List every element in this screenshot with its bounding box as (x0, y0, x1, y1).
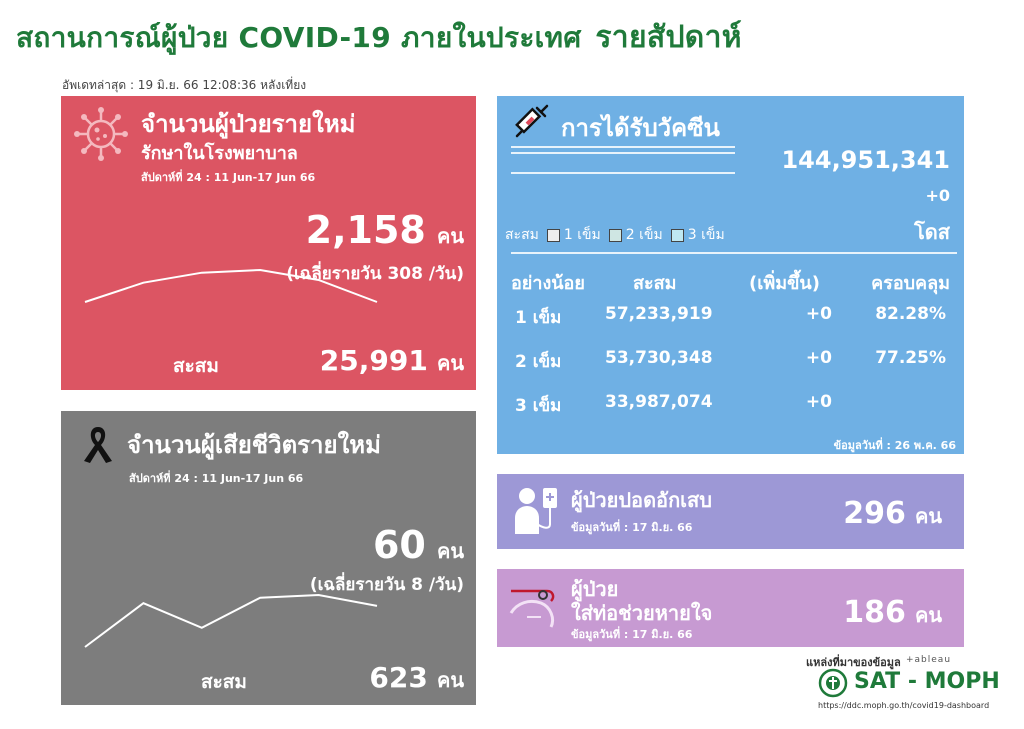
new-cases-cumulative: 25,991 คน (320, 344, 464, 379)
new-cases-value: 2,158 (305, 208, 426, 252)
divider (511, 152, 735, 154)
deaths-daily-average: (เฉลี่ยรายวัน 8 /วัน) (309, 575, 464, 595)
black-ribbon-icon (84, 427, 112, 463)
page-title-main: สถานการณ์ผู้ป่วย COVID-19 ภายในประเทศ (16, 21, 582, 54)
new-cases-trend-line (84, 268, 378, 303)
pneumonia-count: 296 คน (843, 496, 942, 532)
source-url[interactable]: https://ddc.moph.go.th/covid19-dashboard (818, 701, 990, 710)
pneumonia-title: ผู้ป่วยปอดอักเสบ (571, 488, 712, 512)
ventilator-as-of: ข้อมูลวันที่ : 17 มิ.ย. 66 (571, 628, 693, 641)
new-cases-week: สัปดาห์ที่ 24 : 11 Jun-17 Jun 66 (141, 171, 316, 184)
new-cases-cumulative-value: 25,991 (319, 344, 428, 377)
moph-seal-icon (818, 668, 848, 698)
deaths-value: 60 (372, 523, 426, 567)
new-cases-panel[interactable]: จำนวนผู้ป่วยรายใหม่ รักษาในโรงพยาบาล สัป… (61, 96, 476, 390)
ventilator-icon (509, 589, 555, 628)
vaccination-total: 144,951,341 (781, 146, 950, 174)
deaths-cumulative-value: 623 (369, 661, 428, 694)
legend-swatch-3-dose (670, 228, 684, 242)
patient-iv-icon (515, 488, 557, 534)
vaccination-as-of: ข้อมูลวันที่ : 26 พ.ค. 66 (833, 439, 956, 452)
new-cases-daily-average: (เฉลี่ยรายวัน 308 /วัน) (286, 264, 464, 284)
row-3-dose: 3 เข็ม (515, 396, 562, 416)
tableau-logo: +ableau (906, 655, 952, 665)
new-cases-cumulative-label: สะสม (173, 355, 219, 377)
col-header-cumulative: สะสม (633, 273, 677, 294)
new-cases-title: จำนวนผู้ป่วยรายใหม่ (141, 110, 356, 138)
new-cases-trend (84, 268, 378, 303)
deaths-title: จำนวนผู้เสียชีวิตรายใหม่ (127, 431, 381, 459)
vaccination-title: การได้รับวัคซีน (561, 114, 720, 142)
last-updated: อัพเดทล่าสุด : 19 มิ.ย. 66 12:08:36 หลัง… (62, 78, 307, 92)
pneumonia-unit: คน (914, 504, 942, 528)
divider (511, 172, 735, 174)
deaths-weekly-total: 60 คน (373, 523, 464, 567)
legend-1-dose: 1 เข็ม (563, 227, 601, 243)
ventilator-title-line1: ผู้ป่วย (571, 577, 619, 601)
vaccination-unit: โดส (914, 220, 950, 244)
divider (511, 146, 735, 148)
page-title: สถานการณ์ผู้ป่วย COVID-19 ภายในประเทศ ราย… (16, 14, 742, 61)
deaths-cumulative: 623 คน (369, 661, 464, 696)
new-cases-unit: คน (436, 224, 464, 248)
syringe-icon (515, 104, 549, 138)
page-title-weekly: รายสัปดาห์ (595, 20, 742, 55)
row-2-coverage: 77.25% (875, 348, 946, 368)
pneumonia-value: 296 (843, 496, 906, 531)
row-1-coverage: 82.28% (875, 304, 946, 324)
pneumonia-panel[interactable]: ผู้ป่วยปอดอักเสบ ข้อมูลวันที่ : 17 มิ.ย.… (497, 474, 964, 549)
col-header-at-least: อย่างน้อย (511, 273, 585, 294)
sat-moph-brand: SAT - MOPH (854, 669, 1000, 694)
legend-swatch-2-dose (608, 228, 622, 242)
ventilator-panel[interactable]: ผู้ป่วย ใส่ท่อช่วยหายใจ ข้อมูลวันที่ : 1… (497, 569, 964, 647)
deaths-panel[interactable]: จำนวนผู้เสียชีวิตรายใหม่ สัปดาห์ที่ 24 :… (61, 411, 476, 705)
row-2-increase: +0 (805, 348, 832, 368)
pneumonia-as-of: ข้อมูลวันที่ : 17 มิ.ย. 66 (571, 521, 693, 534)
legend-2-dose: 2 เข็ม (625, 227, 663, 243)
vaccination-increase: +0 (925, 186, 950, 205)
row-1-dose: 1 เข็ม (515, 308, 562, 328)
row-2-dose: 2 เข็ม (515, 352, 562, 372)
vaccination-panel[interactable]: การได้รับวัคซีน 144,951,341 +0 สะสม 1 เข… (497, 96, 964, 454)
new-cases-subtitle: รักษาในโรงพยาบาล (141, 143, 298, 164)
deaths-trend (84, 593, 378, 648)
ventilator-value: 186 (843, 595, 906, 630)
deaths-cumulative-unit: คน (436, 668, 464, 692)
row-1-cumulative: 57,233,919 (605, 304, 713, 324)
legend-3-dose: 3 เข็ม (687, 227, 725, 243)
col-header-coverage: ครอบคลุม (871, 273, 950, 294)
divider (511, 252, 957, 254)
ventilator-unit: คน (914, 603, 942, 627)
row-3-cumulative: 33,987,074 (605, 392, 713, 412)
new-cases-cumulative-unit: คน (436, 351, 464, 375)
deaths-week: สัปดาห์ที่ 24 : 11 Jun-17 Jun 66 (129, 472, 304, 485)
deaths-cumulative-label: สะสม (201, 671, 247, 693)
source-label: แหล่งที่มาของข้อมูล (806, 656, 901, 669)
ventilator-title-line2: ใส่ท่อช่วยหายใจ (571, 601, 713, 625)
row-3-increase: +0 (805, 392, 832, 412)
new-cases-weekly-total: 2,158 คน (306, 208, 464, 252)
deaths-trend-line (84, 593, 378, 648)
legend-swatch-1-dose (546, 228, 560, 242)
deaths-unit: คน (436, 539, 464, 563)
dose-legend: สะสม 1 เข็ม 2 เข็ม 3 เข็ม (505, 224, 725, 246)
row-2-cumulative: 53,730,348 (605, 348, 713, 368)
row-1-increase: +0 (805, 304, 832, 324)
col-header-increase: (เพิ่มขึ้น) (749, 273, 820, 294)
legend-prefix: สะสม (505, 227, 539, 243)
ventilator-count: 186 คน (843, 595, 942, 631)
virus-icon (74, 107, 128, 161)
